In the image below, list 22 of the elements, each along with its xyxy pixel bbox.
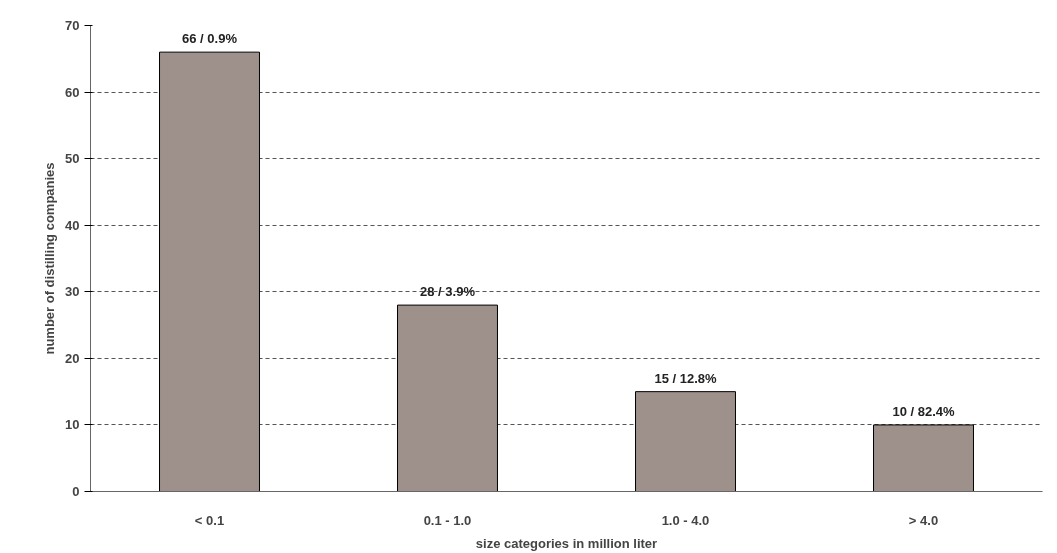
y-tick-label: 70	[65, 18, 80, 33]
y-axis-title: number of distilling companies	[42, 162, 58, 355]
data-label: 28 / 3.9%	[420, 284, 476, 300]
x-tick-label: > 4.0	[908, 512, 939, 528]
x-axis-title: size categories in million liter	[475, 535, 658, 551]
data-label: 66 / 0.9%	[182, 31, 238, 47]
bar	[635, 391, 736, 492]
y-tick-label: 50	[65, 151, 80, 167]
data-label: 15 / 12.8%	[654, 370, 718, 386]
y-tick-label: 0	[72, 484, 80, 499]
x-tick-label: < 0.1	[194, 512, 225, 528]
x-tick-label: 1.0 - 4.0	[661, 512, 710, 528]
y-tick-label: 40	[65, 217, 80, 233]
bar	[159, 51, 260, 492]
bar	[397, 304, 498, 492]
y-tick-label: 30	[65, 284, 80, 300]
bar	[873, 424, 974, 492]
y-tick-label: 20	[65, 350, 80, 366]
x-tick-label: 0.1 - 1.0	[423, 512, 472, 528]
y-tick-label: 10	[65, 417, 80, 433]
data-label: 10 / 82.4%	[892, 403, 956, 419]
y-tick-label: 60	[65, 84, 80, 100]
